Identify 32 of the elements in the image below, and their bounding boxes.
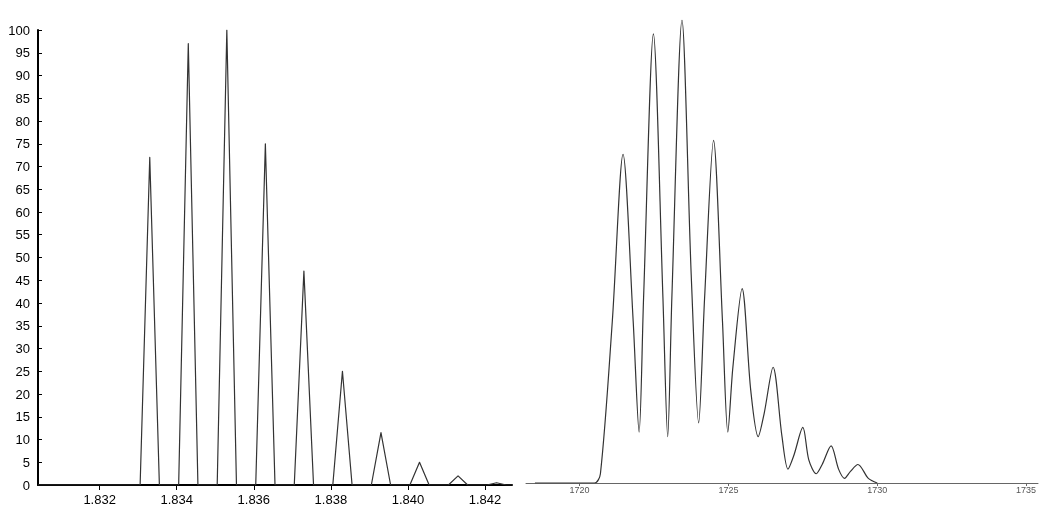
x-tick-label: 1.834 (160, 492, 194, 507)
y-tick-label: 55 (15, 227, 30, 243)
y-tick-label: 15 (15, 409, 30, 425)
y-tick-label: 65 (15, 181, 30, 197)
x-tick-label: 1.842 (468, 492, 502, 507)
y-tick-label: 70 (15, 159, 30, 174)
y-tick-label: 0 (22, 477, 30, 493)
y-tick-label: 50 (15, 250, 30, 265)
y-tick-label: 40 (15, 295, 30, 311)
y-tick-label: 90 (15, 68, 30, 83)
x-tick-label: 1720 (569, 484, 590, 495)
y-tick-label: 30 (15, 341, 30, 356)
x-tick-label: 1725 (718, 484, 739, 495)
y-tick-label: 35 (15, 318, 30, 334)
y-tick-label: 10 (15, 432, 30, 447)
y-tick-label: 80 (15, 113, 30, 129)
x-tick-label: 1730 (867, 484, 888, 495)
line-series (37, 29, 513, 486)
y-tick-label: 60 (15, 204, 30, 220)
y-tick-label: 5 (22, 454, 30, 470)
y-tick-label: 100 (8, 22, 30, 38)
y-tick-label: 25 (15, 363, 30, 379)
x-tick-label: 1.838 (314, 492, 348, 507)
y-tick-label: 85 (15, 90, 30, 106)
x-tick-label: 1735 (1016, 484, 1037, 495)
y-tick-label: 20 (15, 386, 30, 402)
x-tick-label: 1.832 (83, 492, 116, 507)
y-tick-label: 45 (15, 272, 30, 288)
y-tick-label: 95 (15, 45, 30, 61)
y-tick-label: 75 (15, 136, 30, 152)
x-tick-label: 1.840 (391, 492, 425, 507)
x-tick-label: 1.836 (237, 492, 271, 507)
